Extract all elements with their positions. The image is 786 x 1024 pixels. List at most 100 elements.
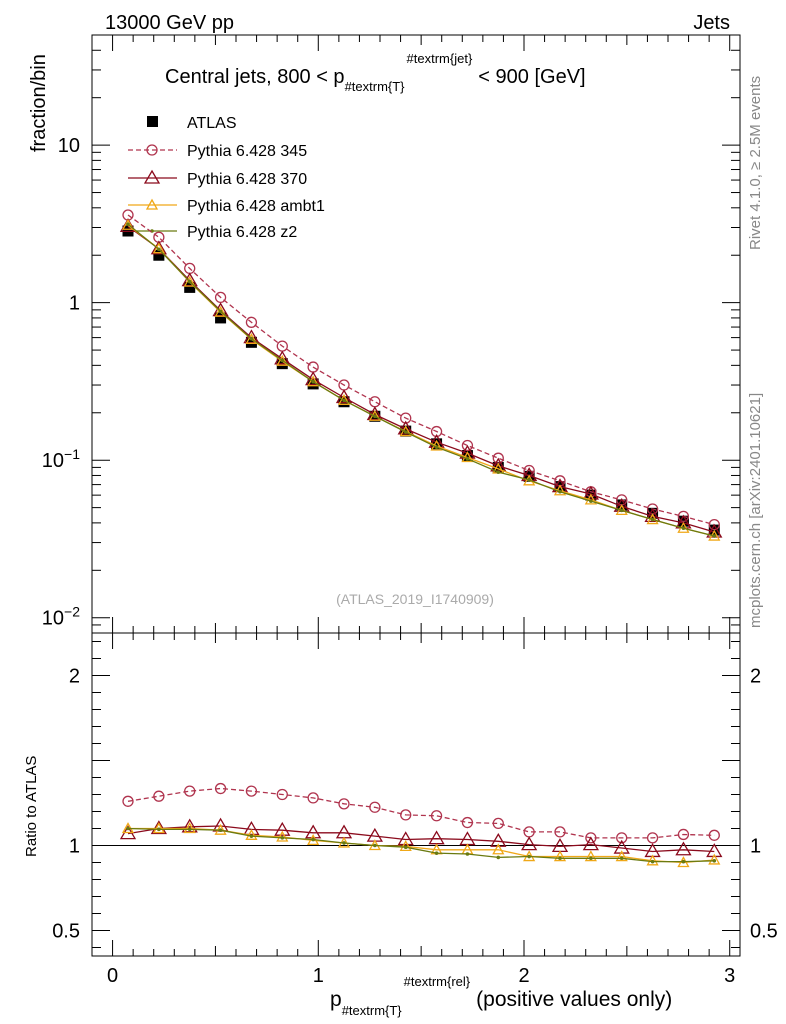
ratio-point-p345 [400,809,412,821]
main-point-p370 [150,240,167,255]
main-point-z2 [187,279,192,284]
main-point-ambt1 [307,375,320,387]
main-point-z2 [403,430,408,434]
ratio-point-ambt1 [615,850,628,862]
main-point-ambt1 [152,242,165,254]
xlabel-prefix: p [330,988,342,1011]
ratio-y-tick-label: 1 [69,836,80,858]
ratio-point-p370 [335,824,353,839]
main-point-ambt1 [461,451,474,463]
main-point-z2 [650,517,655,522]
analysis-watermark: (ATLAS_2019_I1740909) [336,591,494,607]
ratio-point-z2 [157,827,161,832]
main-point-z2 [434,445,439,449]
ratio-y-axis-label: Ratio to ATLAS [23,756,40,857]
legend-label-atlas: ATLAS [187,115,237,132]
ratio-point-p370 [490,832,507,847]
main-point-atlas [184,281,196,293]
ratio-point-p370 [675,841,692,856]
ratio-point-p345 [338,798,350,810]
category-label: Jets [693,12,730,34]
ratio-plot-frame [91,632,741,957]
ratio-point-z2 [681,859,686,864]
main-point-p370 [582,485,599,500]
energy-label: 13000 GeV pp [105,12,234,34]
legend-label-p370: Pythia 6.428 370 [187,171,307,188]
ratio-point-ambt1 [183,822,196,834]
ratio-point-z2 [619,856,624,861]
ratio-point-p345 [492,817,504,830]
ratio-point-ambt1 [492,843,505,855]
main-line-p370 [127,225,715,533]
legend-marker-p370 [143,169,161,184]
main-point-p345 [430,425,443,438]
main-point-ambt1 [214,305,227,317]
main-point-p345 [245,316,258,328]
main-point-ambt1 [276,354,289,366]
ratio-point-p345 [307,792,319,804]
main-point-ambt1 [245,332,258,344]
ratio-series-group [119,782,723,868]
main-point-p345 [461,439,474,452]
ratio-y-tick-label-right: 1 [750,836,761,858]
x-tick-label: 1 [313,965,324,987]
ratio-point-p345 [245,785,258,797]
legend-marker-ambt1 [145,198,159,210]
main-axis-ticks: 10 1 10−1 10−2 [42,34,740,634]
ratio-point-p370 [274,821,291,836]
main-point-z2 [373,414,377,419]
ratio-point-z2 [249,834,254,838]
ratio-point-p345 [616,832,628,844]
ratio-point-ambt1 [245,828,258,840]
ratio-point-p370 [521,836,538,851]
main-point-p370 [644,508,661,523]
main-point-z2 [311,379,315,384]
ratio-point-p370 [150,820,167,835]
ratio-point-z2 [527,854,531,859]
ratio-point-p345 [646,832,659,844]
ratio-point-z2 [311,837,315,842]
ratio-axis-ticks: 2 2 1 1 0.5 0.5 0 1 2 3 [52,633,778,987]
ratio-point-z2 [496,855,501,860]
main-y-tick-label: 10−2 [42,604,80,630]
legend-marker-p345 [146,144,158,156]
main-y-tick-label: 1 [69,293,80,315]
ratio-point-p370 [428,830,445,845]
ratio-point-p345 [430,810,443,822]
legend: ATLAS Pythia 6.428 345 Pythia 6.428 370 … [128,115,325,241]
main-point-ambt1 [337,393,351,405]
main-point-atlas [492,461,504,473]
main-point-z2 [589,499,593,503]
main-y-axis-label: fraction/bin [28,54,50,152]
main-point-p345 [708,518,720,531]
ratio-point-z2 [558,856,562,861]
main-point-atlas [153,249,165,261]
ratio-point-z2 [434,851,439,855]
main-point-z2 [496,470,501,474]
ratio-point-p345 [153,790,165,802]
main-point-z2 [527,478,531,482]
main-point-p370 [397,420,414,435]
main-series-group [119,209,723,541]
main-point-z2 [249,336,254,341]
legend-marker-atlas [147,116,158,127]
ratio-y-tick-label-right: 2 [750,666,761,688]
ratio-point-p370 [243,821,260,835]
plot-title: Central jets, 800 < p#textrm{T}#textrm{j… [165,51,586,94]
ratio-point-p370 [582,836,599,851]
ratio-point-ambt1 [584,850,597,862]
rivet-label: Rivet 4.1.0, ≥ 2.5M events [747,76,764,250]
main-y-tick-label: 10−1 [42,446,80,472]
main-y-tick-label: 10 [58,135,80,157]
ratio-point-p370 [459,831,476,846]
ratio-point-p345 [585,832,597,844]
ratio-line-z2 [127,827,715,863]
ratio-point-z2 [650,859,655,864]
ratio-point-p345 [461,816,474,829]
legend-label-p345: Pythia 6.428 345 [187,143,307,160]
ratio-point-p345 [122,795,134,807]
ratio-point-p345 [184,785,196,797]
main-point-z2 [558,490,562,494]
ratio-point-p370 [181,818,198,833]
